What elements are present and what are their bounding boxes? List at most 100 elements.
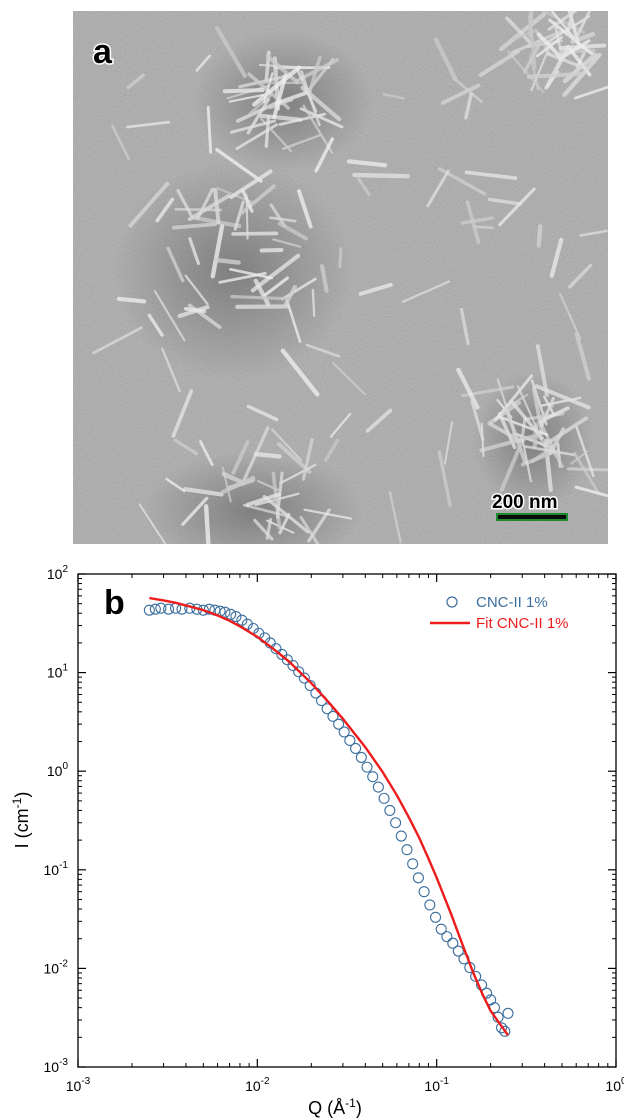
nanocrystal-rod (253, 518, 274, 541)
data-point (230, 611, 242, 623)
nanocrystal-rod (138, 503, 167, 544)
data-point (281, 654, 293, 666)
nanocrystal-rod (297, 189, 313, 229)
nanocrystal-rod (272, 238, 302, 248)
nanocrystal-rod (222, 88, 265, 94)
nanocrystal-rod (240, 184, 276, 215)
nanocrystal-rod (176, 189, 193, 217)
nanocrystal-rod (562, 52, 598, 84)
nanocrystal-rod (509, 399, 544, 440)
nanocrystal-rod (521, 437, 532, 483)
nanocrystal-rod (126, 120, 171, 129)
data-point (149, 603, 161, 615)
cnc-ii-markers (143, 602, 514, 1037)
nanocrystal-rod (487, 197, 522, 206)
nanocrystal-rod (401, 280, 451, 303)
nanocrystal-rod (281, 134, 321, 151)
data-point (321, 703, 333, 715)
nanocrystal-rod (575, 426, 595, 478)
y-tick-labels: 10-3 10-2 10-1 100 101 102 (44, 564, 69, 1075)
nanocrystal-rod (246, 404, 279, 422)
nanocrystal-rod (452, 76, 483, 103)
nanocrystal-rod (352, 172, 410, 179)
nanocrystal-rod (573, 85, 608, 100)
nanocrystal-rod (478, 49, 520, 78)
nanocrystal-rod (547, 11, 578, 31)
data-point (401, 844, 413, 856)
nanocrystal-rod (542, 416, 589, 448)
nanocrystal-rods (92, 11, 608, 544)
data-point (163, 603, 175, 615)
data-point (430, 911, 442, 923)
nanocrystal-rod (574, 485, 608, 498)
data-point (287, 659, 299, 672)
nanocrystal-rod (92, 326, 143, 355)
panel-a-label: a (93, 33, 113, 71)
nanocrystal-rod (250, 253, 301, 293)
nanocrystal-rod (252, 65, 302, 107)
nanocrystal-rod (269, 203, 286, 228)
minor-ticks (78, 574, 616, 1067)
nanocrystal-rod (570, 450, 589, 465)
nanocrystal-rod (231, 231, 279, 236)
nanocrystal-rod (198, 440, 214, 466)
nanocrystal-rod (545, 44, 571, 89)
scale-bar-label: 200 nm (492, 492, 557, 513)
nanocrystal-rod (540, 423, 564, 468)
data-point (361, 761, 373, 773)
nanocrystal-rod (358, 282, 393, 296)
nanocrystal-rod (314, 137, 335, 173)
data-point (350, 742, 362, 755)
data-point (219, 606, 231, 618)
nanocrystal-rod (530, 50, 549, 92)
nanocrystal-rod (165, 477, 186, 493)
data-point (355, 751, 367, 763)
nanocrystal-rod (278, 512, 291, 535)
data-point (499, 1025, 511, 1037)
nanocrystal-rod (535, 344, 549, 397)
x-tick-label: 10-2 (245, 1076, 270, 1094)
y-tick-label: 10-3 (44, 1057, 69, 1075)
nanocrystal-rod (111, 124, 130, 161)
nanocrystal-rod (505, 16, 535, 47)
nanocrystal-rod (527, 14, 537, 69)
sans-chart-panel: 10-3 10-2 10-1 100 10-3 10-2 10-1 100 101 102 b … (0, 548, 624, 1120)
major-ticks (77, 573, 617, 1068)
nanocrystal-rod (213, 187, 221, 225)
nanocrystal-rod (542, 395, 555, 416)
nanocrystal-rod (231, 440, 250, 475)
nanocrystal-rod (299, 515, 320, 544)
nanocrystal-rod (233, 200, 245, 231)
data-point (412, 872, 424, 884)
nanocrystal-rod (567, 467, 608, 472)
nanocrystal-rod (253, 278, 271, 307)
nanocrystal-rod (388, 490, 402, 544)
data-point (407, 858, 419, 870)
nanocrystal-rod (280, 348, 320, 397)
nanocrystal-rod (126, 73, 146, 90)
x-tick-labels: 10-3 10-2 10-1 100 (66, 1076, 624, 1094)
data-point (143, 604, 155, 616)
nanocrystal-rod (188, 237, 201, 266)
nanocrystal-rod (498, 187, 536, 227)
nanocrystal-rod (171, 389, 194, 438)
nanocrystal-rod (365, 408, 393, 433)
nanocrystal-rod (499, 435, 526, 492)
nanocrystal-rod (526, 71, 583, 79)
nanocrystal-rod (155, 197, 175, 223)
plot-frame (77, 573, 617, 1068)
tem-micrograph-panel: a 200 nm (73, 11, 608, 544)
nanocrystal-rod (536, 224, 543, 248)
data-point (372, 781, 384, 793)
legend-marker-cnc (446, 596, 458, 608)
nanocrystal-rod (470, 399, 485, 441)
nanocrystal-rod (433, 37, 458, 82)
x-axis-label: Q (Å-1) (308, 1096, 362, 1118)
nanocrystal-rod (324, 438, 340, 462)
nanocrystal-rod (382, 93, 405, 100)
nanocrystal-rod (338, 247, 343, 269)
data-point (447, 937, 459, 949)
data-point (344, 734, 356, 747)
nanocrystal-rod (274, 89, 312, 106)
